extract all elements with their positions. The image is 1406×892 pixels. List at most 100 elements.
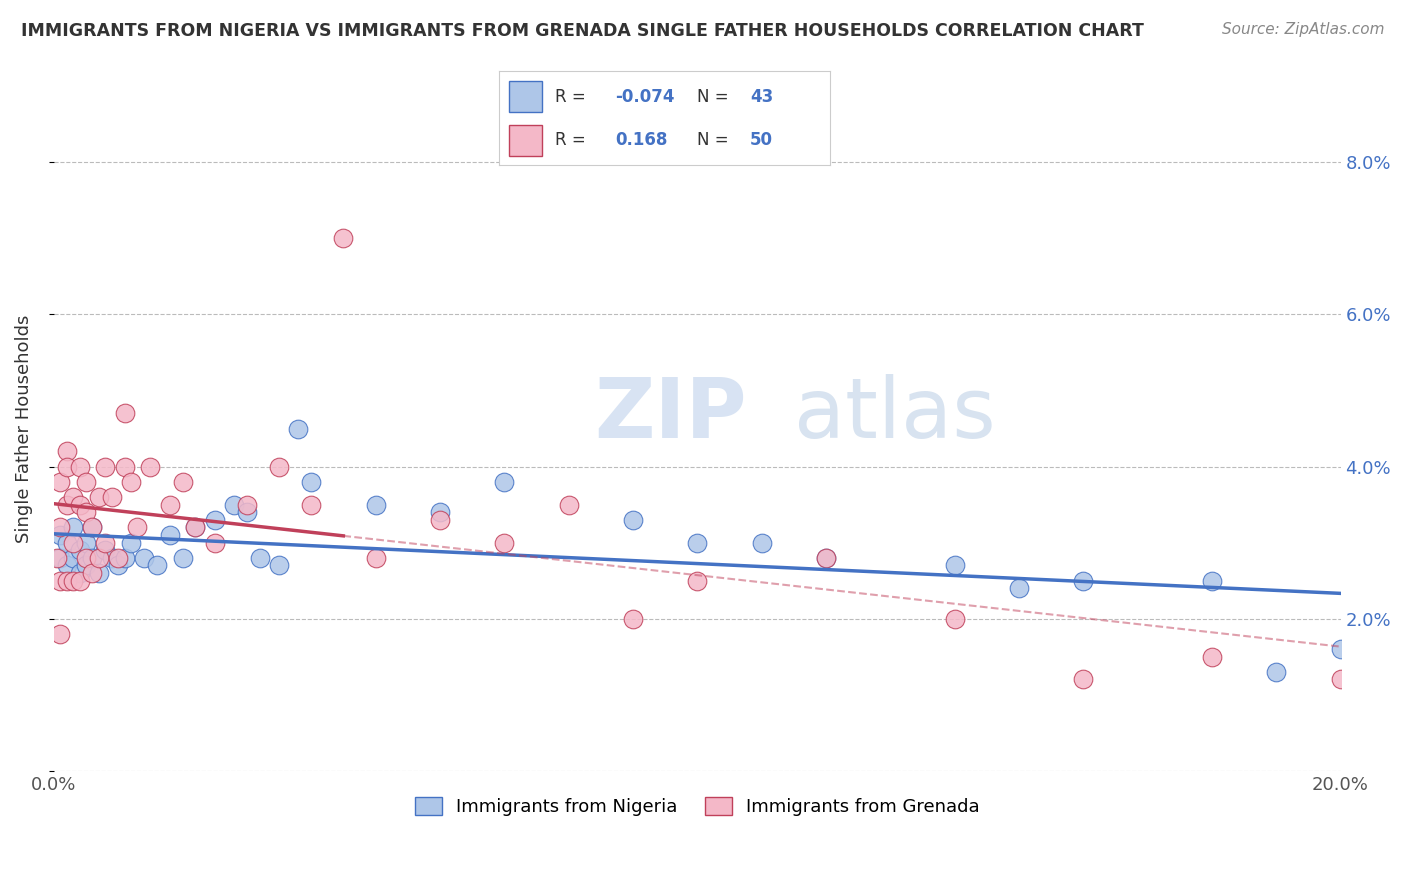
Point	[222, 498, 245, 512]
Point	[82, 550, 104, 565]
Point	[1201, 574, 1223, 588]
Point	[107, 550, 129, 565]
Point	[429, 505, 451, 519]
Point	[100, 550, 122, 565]
Point	[494, 475, 516, 489]
Point	[267, 459, 290, 474]
Point	[686, 574, 709, 588]
Text: R =: R =	[555, 87, 586, 105]
Text: R =: R =	[555, 131, 586, 149]
Point	[1071, 673, 1094, 687]
Point	[49, 528, 72, 542]
Point	[1265, 665, 1288, 679]
Point	[94, 535, 117, 549]
Point	[751, 535, 773, 549]
Point	[114, 459, 136, 474]
Point	[1329, 673, 1351, 687]
Point	[69, 574, 91, 588]
Point	[172, 550, 194, 565]
Point	[69, 543, 91, 558]
Point	[139, 459, 162, 474]
Point	[55, 574, 77, 588]
Text: IMMIGRANTS FROM NIGERIA VS IMMIGRANTS FROM GRENADA SINGLE FATHER HOUSEHOLDS CORR: IMMIGRANTS FROM NIGERIA VS IMMIGRANTS FR…	[21, 22, 1144, 40]
Point	[94, 543, 117, 558]
Point	[62, 520, 84, 534]
Point	[107, 558, 129, 573]
Point	[1201, 649, 1223, 664]
Point	[943, 558, 966, 573]
Point	[62, 574, 84, 588]
Point	[62, 550, 84, 565]
Point	[621, 612, 644, 626]
Point	[943, 612, 966, 626]
Point	[159, 498, 181, 512]
Point	[494, 535, 516, 549]
Point	[49, 520, 72, 534]
Point	[299, 475, 322, 489]
Point	[159, 528, 181, 542]
Point	[172, 475, 194, 489]
Point	[120, 475, 142, 489]
Text: 43: 43	[751, 87, 773, 105]
Point	[55, 535, 77, 549]
Point	[621, 513, 644, 527]
Point	[1008, 581, 1031, 595]
Point	[287, 421, 309, 435]
Point	[49, 475, 72, 489]
Point	[557, 498, 579, 512]
Point	[75, 505, 97, 519]
Point	[75, 558, 97, 573]
Text: -0.074: -0.074	[614, 87, 675, 105]
Point	[204, 535, 226, 549]
Point	[62, 490, 84, 504]
Point	[82, 520, 104, 534]
Point	[75, 475, 97, 489]
Text: atlas: atlas	[793, 375, 995, 455]
Point	[87, 566, 110, 580]
FancyBboxPatch shape	[509, 125, 543, 156]
Point	[1329, 642, 1351, 657]
Point	[364, 498, 387, 512]
Text: ZIP: ZIP	[595, 375, 747, 455]
Point	[299, 498, 322, 512]
Point	[94, 459, 117, 474]
FancyBboxPatch shape	[509, 81, 543, 112]
Point	[145, 558, 167, 573]
Text: N =: N =	[697, 87, 728, 105]
Point	[120, 535, 142, 549]
Point	[1071, 574, 1094, 588]
Point	[114, 550, 136, 565]
Point	[55, 459, 77, 474]
Point	[82, 520, 104, 534]
Point	[204, 513, 226, 527]
Point	[249, 550, 271, 565]
Point	[87, 550, 110, 565]
Point	[814, 550, 837, 565]
Point	[55, 558, 77, 573]
Point	[55, 498, 77, 512]
Point	[69, 459, 91, 474]
Text: 0.168: 0.168	[614, 131, 668, 149]
Point	[100, 490, 122, 504]
Point	[364, 550, 387, 565]
Point	[82, 566, 104, 580]
Text: N =: N =	[697, 131, 728, 149]
Point	[114, 406, 136, 420]
Point	[75, 550, 97, 565]
Point	[49, 627, 72, 641]
Text: 50: 50	[751, 131, 773, 149]
Point	[49, 574, 72, 588]
Point	[69, 566, 91, 580]
Point	[55, 444, 77, 458]
Text: Source: ZipAtlas.com: Source: ZipAtlas.com	[1222, 22, 1385, 37]
Point	[429, 513, 451, 527]
Point	[236, 505, 259, 519]
Point	[686, 535, 709, 549]
Point	[69, 498, 91, 512]
Point	[184, 520, 207, 534]
Point	[62, 535, 84, 549]
Point	[127, 520, 149, 534]
Point	[236, 498, 259, 512]
Point	[87, 490, 110, 504]
Point	[184, 520, 207, 534]
